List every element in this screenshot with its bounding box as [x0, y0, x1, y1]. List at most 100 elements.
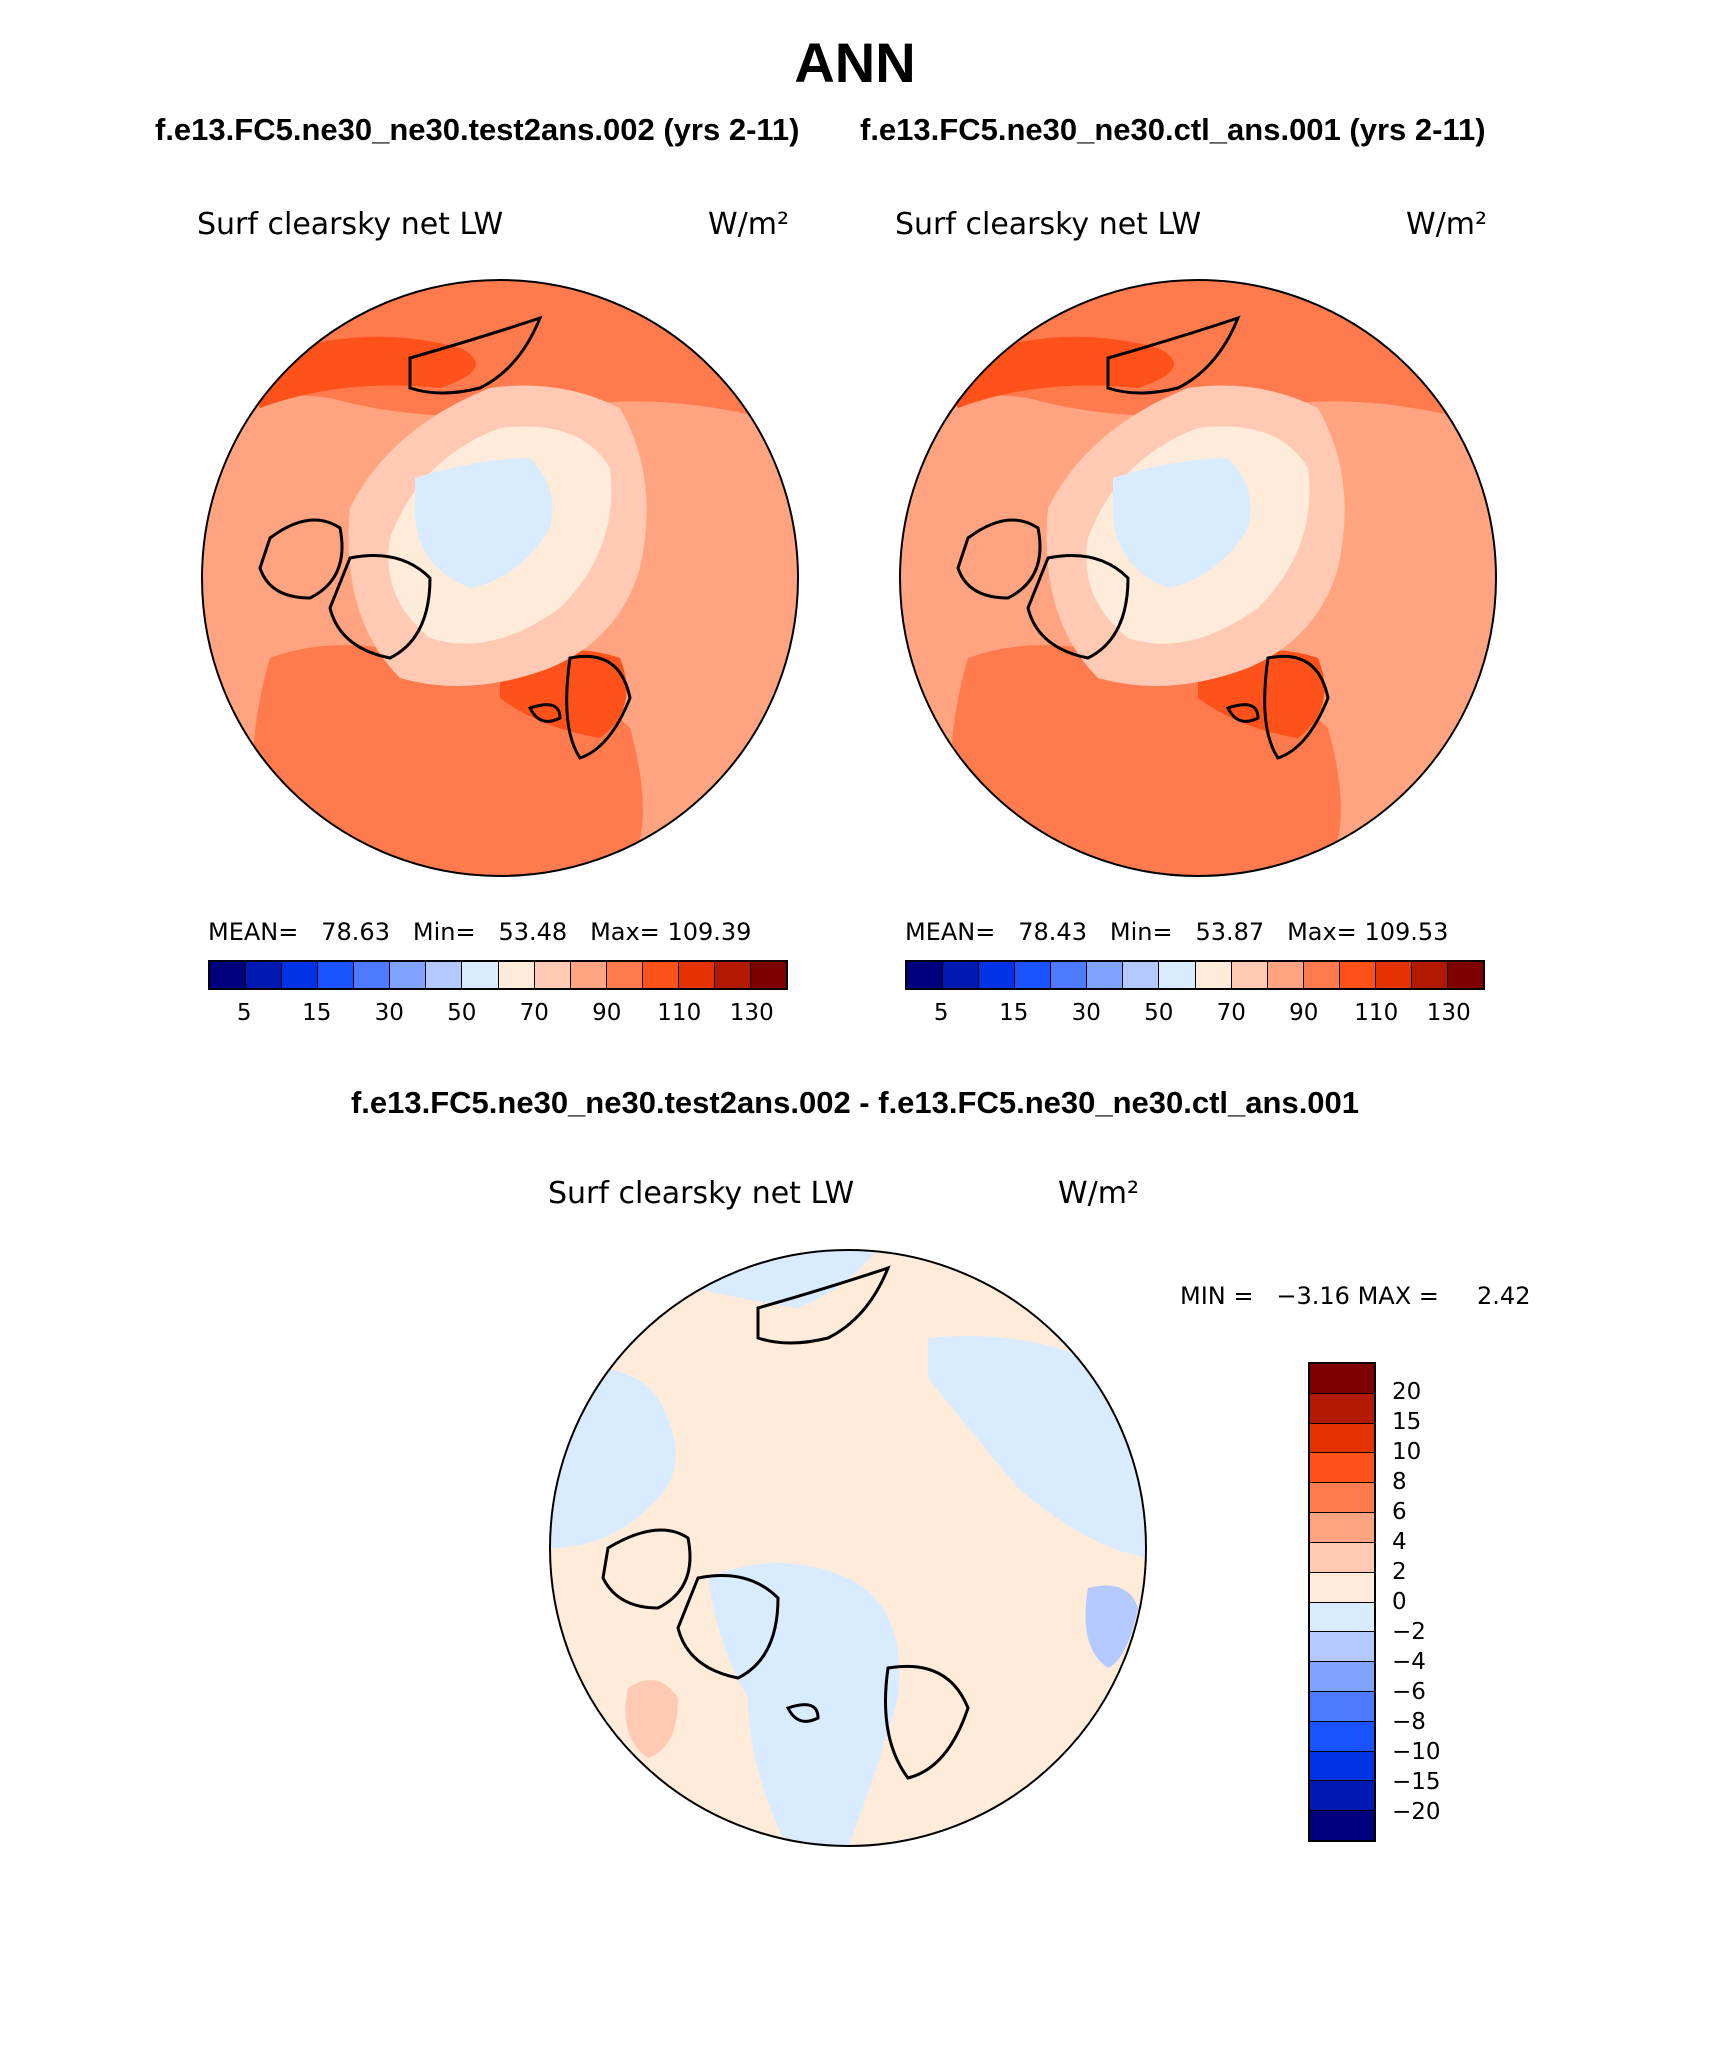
panel1-colorbar-swatch	[678, 962, 715, 988]
diff-colorbar-tick: −20	[1392, 1799, 1441, 1825]
panel1-field-arctic	[415, 458, 553, 588]
panel1-max: 109.39	[667, 918, 752, 946]
panel2-map	[898, 278, 1498, 878]
panel1-colorbar-swatch	[210, 962, 247, 988]
diff-colorbar-swatch	[1310, 1364, 1374, 1394]
diff-field-east	[928, 1336, 1146, 1558]
panel1-colorbar-tick: 50	[447, 1000, 477, 1026]
diff-colorbar-tick: 15	[1392, 1409, 1422, 1435]
panel2-colorbar-tick: 130	[1426, 1000, 1471, 1026]
panel2-colorbar-swatch	[1195, 962, 1232, 988]
panel1-colorbar-ticks: 5 15 30 50 70 90 110 130	[208, 1000, 788, 1030]
page-title: ANN	[794, 31, 916, 94]
panel1-colorbar-tick: 5	[236, 1000, 252, 1026]
diff-colorbar-swatch	[1310, 1632, 1374, 1663]
diff-map	[548, 1248, 1148, 1848]
diff-max: 2.42	[1477, 1282, 1531, 1310]
diff-min-label: MIN =	[1180, 1282, 1254, 1310]
panel1-map-border	[201, 279, 799, 877]
panel2-units: W/m²	[1406, 207, 1488, 242]
panel1-mean: 78.63	[321, 918, 390, 946]
diff-colorbar-tick: −6	[1392, 1679, 1426, 1705]
panel1-colorbar-tick: 90	[592, 1000, 622, 1026]
panel2-colorbar-swatch	[1051, 962, 1088, 988]
diff-min: −3.16	[1276, 1282, 1350, 1310]
panel1-colorbar-swatch	[642, 962, 679, 988]
panel1-map	[200, 278, 800, 878]
panel1-min-label: Min=	[412, 918, 476, 946]
diff-colorbar-swatch	[1310, 1483, 1374, 1514]
panel1-colorbar-swatch	[606, 962, 643, 988]
panel2-colorbar-tick: 110	[1354, 1000, 1399, 1026]
panel1-colorbar-swatch	[714, 962, 751, 988]
panel2-max-label: Max=	[1287, 918, 1357, 946]
diff-colorbar-swatch	[1310, 1662, 1374, 1692]
case-ctl-label: f.e13.FC5.ne30_ne30.ctl_ans.001 (yrs 2-1…	[860, 112, 1486, 147]
panel2-colorbar-swatch	[1267, 962, 1304, 988]
diff-colorbar-tick: −4	[1392, 1649, 1426, 1675]
panel1-colorbar-swatch	[354, 962, 391, 988]
panel2-colorbar-swatch	[943, 962, 980, 988]
diff-colorbar-swatch	[1310, 1453, 1374, 1484]
diff-colorbar-swatch	[1310, 1602, 1374, 1633]
diff-colorbar-tick: 10	[1392, 1439, 1422, 1465]
panel1-colorbar-swatch	[462, 962, 499, 988]
panel1-colorbar-tick: 15	[302, 1000, 332, 1026]
diff-units: W/m²	[1058, 1176, 1140, 1211]
panel2-field-arctic	[1113, 458, 1251, 588]
diff-colorbar-tick: 0	[1392, 1589, 1407, 1615]
panel1-max-label: Max=	[590, 918, 660, 946]
panel1-colorbar-swatch	[246, 962, 283, 988]
panel2-colorbar-swatch	[1303, 962, 1340, 988]
panel2-colorbar-tick: 50	[1144, 1000, 1174, 1026]
panel2-colorbar	[905, 960, 1485, 990]
diff-colorbar-tick: −2	[1392, 1619, 1426, 1645]
panel2-min: 53.87	[1195, 918, 1265, 946]
diff-map-border	[549, 1249, 1147, 1847]
panel2-colorbar-swatch	[1015, 962, 1052, 988]
diff-stats: MIN = −3.16 MAX = 2.42	[1180, 1282, 1530, 1310]
panel2-stats: MEAN= 78.43 Min= 53.87 Max= 109.53	[905, 918, 1448, 946]
panel2-colorbar-tick: 30	[1071, 1000, 1101, 1026]
diff-colorbar-tick: −8	[1392, 1709, 1426, 1735]
diff-title: f.e13.FC5.ne30_ne30.test2ans.002 - f.e13…	[350, 1085, 1360, 1120]
panel2-colorbar-swatch	[1339, 962, 1376, 988]
panel1-colorbar-swatch	[750, 962, 786, 988]
diff-colorbar-swatch	[1310, 1513, 1374, 1543]
panel2-map-border	[899, 279, 1497, 877]
panel1-stats: MEAN= 78.63 Min= 53.48 Max= 109.39	[208, 918, 751, 946]
panel1-colorbar-swatch	[426, 962, 463, 988]
panel1-min: 53.48	[498, 918, 568, 946]
panel1-mean-label: MEAN=	[208, 918, 299, 946]
diff-colorbar-swatch	[1310, 1811, 1374, 1840]
diff-colorbar-swatch	[1310, 1721, 1374, 1752]
panel2-colorbar-swatch	[1159, 962, 1196, 988]
panel2-colorbar-tick: 5	[933, 1000, 949, 1026]
panel1-variable: Surf clearsky net LW	[197, 207, 504, 242]
panel2-mean-label: MEAN=	[905, 918, 996, 946]
panel2-variable: Surf clearsky net LW	[895, 207, 1202, 242]
panel1-colorbar-swatch	[570, 962, 607, 988]
diff-coastlines	[601, 1265, 970, 1780]
panel1-colorbar-swatch	[282, 962, 319, 988]
diff-colorbar-swatch	[1310, 1751, 1374, 1782]
panel2-colorbar-swatch	[1123, 962, 1160, 988]
panel1-colorbar-tick: 30	[374, 1000, 404, 1026]
panel2-colorbar-tick: 15	[999, 1000, 1029, 1026]
panel2-colorbar-swatch	[1231, 962, 1268, 988]
panel1-colorbar-swatch	[318, 962, 355, 988]
diff-max-label: MAX =	[1357, 1282, 1439, 1310]
panel1-units: W/m²	[708, 207, 790, 242]
diff-colorbar-swatch	[1310, 1393, 1374, 1424]
diff-colorbar-tick: 20	[1392, 1379, 1422, 1405]
diff-field-max-blob	[625, 1680, 678, 1758]
panel2-coastlines	[956, 315, 1330, 760]
panel1-colorbar-tick: 130	[729, 1000, 774, 1026]
diff-colorbar	[1308, 1362, 1376, 1842]
panel1-colorbar-swatch	[534, 962, 571, 988]
diff-field-min-blob	[1085, 1585, 1138, 1668]
panel1-colorbar-swatch	[390, 962, 427, 988]
panel2-colorbar-ticks: 5 15 30 50 70 90 110 130	[905, 1000, 1485, 1030]
panel1-colorbar-tick: 110	[657, 1000, 702, 1026]
diff-colorbar-tick: 2	[1392, 1559, 1407, 1585]
